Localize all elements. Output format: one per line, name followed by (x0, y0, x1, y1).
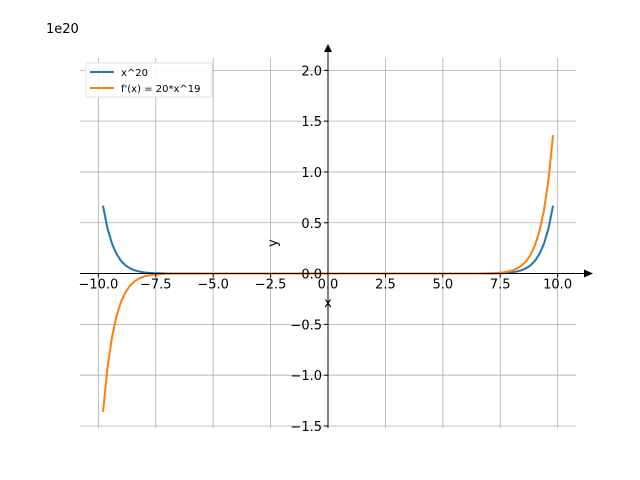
y-tick-label: −0.5 (290, 318, 322, 333)
y-tick-label: 1.5 (301, 115, 322, 130)
y-tick-label: −1.5 (290, 420, 322, 435)
x-tick-label: −10.0 (78, 278, 118, 293)
tick-labels: −10.0 −7.5 −5.0 −2.5 0.0 2.5 5.0 7.5 10.0 −1.5 −1.… (78, 64, 572, 435)
x-tick-label: 7.5 (490, 278, 511, 293)
y-tick-label: −1.0 (290, 369, 322, 384)
y-tick-label: 0.0 (301, 268, 322, 283)
x-tick-label: 10.0 (543, 278, 572, 293)
x-tick-label: 5.0 (432, 278, 453, 293)
y-axis-arrow-icon (324, 44, 332, 52)
legend-box (85, 62, 213, 98)
x-axis-arrow-icon (584, 269, 593, 278)
x-tick-label: −7.5 (140, 278, 172, 293)
legend: x^20 f'(x) = 20*x^19 (85, 62, 213, 98)
axes (80, 44, 593, 428)
legend-label: f'(x) = 20*x^19 (121, 84, 200, 95)
x-axis-label: x (324, 296, 332, 311)
y-offset-label: 1e20 (46, 22, 79, 37)
y-axis-label: y (266, 239, 281, 247)
legend-label: x^20 (121, 68, 148, 79)
x-tick-label: −2.5 (255, 278, 287, 293)
x-tick-label: 0.0 (318, 278, 339, 293)
y-tick-label: 0.5 (301, 217, 322, 232)
y-tick-label: 2.0 (301, 64, 322, 79)
x-tick-label: −5.0 (197, 278, 229, 293)
x-tick-label: 2.5 (375, 278, 396, 293)
y-tick-label: 1.0 (301, 166, 322, 181)
